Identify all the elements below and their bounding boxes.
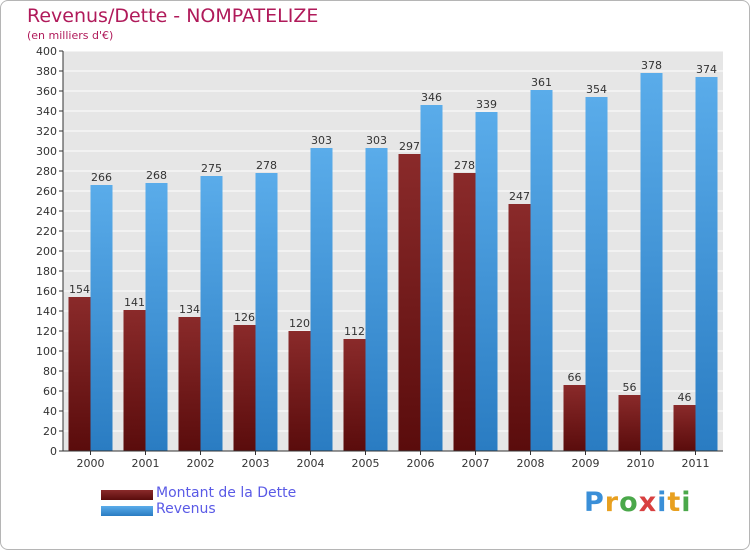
data-label-revenus: 361 <box>531 76 552 89</box>
x-tick-label: 2007 <box>462 457 490 470</box>
data-label-dette: 134 <box>179 303 200 316</box>
data-label-dette: 126 <box>234 311 255 324</box>
data-label-dette: 46 <box>678 391 692 404</box>
data-label-revenus: 354 <box>586 83 607 96</box>
y-tick-label: 380 <box>36 65 57 78</box>
y-tick-label: 140 <box>36 305 57 318</box>
data-labels: 154 266 141 268 134 275 126 278 120 303 112 303 297 3… <box>69 59 717 404</box>
y-tick-label: 240 <box>36 205 57 218</box>
y-tick-label: 360 <box>36 85 57 98</box>
y-tick-label: 180 <box>36 265 57 278</box>
bar-dette <box>123 310 146 451</box>
data-label-dette: 154 <box>69 283 90 296</box>
bar-dette <box>233 325 256 451</box>
x-tick-label: 2001 <box>132 457 160 470</box>
bar-revenus <box>90 185 113 451</box>
y-tick-label: 80 <box>43 365 57 378</box>
x-tick-label: 2003 <box>242 457 270 470</box>
chart-subtitle: (en milliers d'€) <box>27 29 114 42</box>
y-tick-label: 20 <box>43 425 57 438</box>
bar-revenus <box>255 173 278 451</box>
data-label-dette: 247 <box>509 190 530 203</box>
x-tick-label: 2008 <box>517 457 545 470</box>
data-label-dette: 297 <box>399 140 420 153</box>
bar-revenus <box>200 176 223 451</box>
data-label-dette: 278 <box>454 159 475 172</box>
x-tick-label: 2010 <box>627 457 655 470</box>
bar-revenus <box>145 183 168 451</box>
data-label-revenus: 346 <box>421 91 442 104</box>
y-tick-label: 60 <box>43 385 57 398</box>
bar-revenus <box>640 73 663 451</box>
data-label-dette: 56 <box>623 381 637 394</box>
bar-revenus <box>420 105 443 451</box>
data-label-revenus: 378 <box>641 59 662 72</box>
data-label-revenus: 268 <box>146 169 167 182</box>
axes: 0 20 40 60 80 100 120 140 160 180 200 220 240 260 280 3… <box>36 45 723 470</box>
bar-revenus <box>695 77 718 451</box>
bar-dette <box>508 204 531 451</box>
y-tick-label: 160 <box>36 285 57 298</box>
bar-revenus <box>310 148 333 451</box>
data-label-dette: 112 <box>344 325 365 338</box>
x-tick-label: 2006 <box>407 457 435 470</box>
bar-dette <box>618 395 641 451</box>
chart-title: Revenus/Dette - NOMPATELIZE <box>27 5 319 27</box>
bar-dette <box>343 339 366 451</box>
data-label-revenus: 275 <box>201 162 222 175</box>
y-tick-label: 40 <box>43 405 57 418</box>
legend-label-dette: Montant de la Dette <box>156 485 297 501</box>
x-tick-label: 2011 <box>682 457 710 470</box>
y-tick-label: 300 <box>36 145 57 158</box>
data-label-revenus: 266 <box>91 171 112 184</box>
data-label-revenus: 303 <box>311 134 332 147</box>
y-tick-label: 320 <box>36 125 57 138</box>
proxiti-logo: Proxiti <box>584 487 692 518</box>
y-tick-label: 120 <box>36 325 57 338</box>
legend-label-revenus: Revenus <box>156 501 216 517</box>
data-label-dette: 66 <box>568 371 582 384</box>
data-label-dette: 141 <box>124 296 145 309</box>
y-tick-label: 340 <box>36 105 57 118</box>
y-tick-label: 200 <box>36 245 57 258</box>
x-tick-label: 2000 <box>77 457 105 470</box>
bar-dette <box>453 173 476 451</box>
x-tick-label: 2005 <box>352 457 380 470</box>
y-tick-label: 0 <box>50 445 57 458</box>
legend-swatch-dette <box>101 490 153 500</box>
x-tick-label: 2009 <box>572 457 600 470</box>
bar-dette <box>68 297 91 451</box>
bar-revenus <box>530 90 553 451</box>
y-tick-label: 220 <box>36 225 57 238</box>
data-label-revenus: 339 <box>476 98 497 111</box>
data-label-revenus: 374 <box>696 63 717 76</box>
bar-dette <box>288 331 311 451</box>
x-tick-label: 2004 <box>297 457 325 470</box>
data-label-dette: 120 <box>289 317 310 330</box>
legend-swatch-revenus <box>101 506 153 516</box>
data-label-revenus: 303 <box>366 134 387 147</box>
bar-revenus <box>365 148 388 451</box>
y-tick-label: 260 <box>36 185 57 198</box>
bar-dette <box>178 317 201 451</box>
y-tick-label: 280 <box>36 165 57 178</box>
bar-revenus <box>585 97 608 451</box>
y-tick-label: 100 <box>36 345 57 358</box>
bars <box>68 73 718 451</box>
grid-lines <box>63 50 723 432</box>
bar-revenus <box>475 112 498 451</box>
bar-dette <box>673 405 696 451</box>
data-label-revenus: 278 <box>256 159 277 172</box>
bar-dette <box>563 385 586 451</box>
bar-dette <box>398 154 421 451</box>
y-tick-label: 400 <box>36 45 57 58</box>
x-tick-label: 2002 <box>187 457 215 470</box>
